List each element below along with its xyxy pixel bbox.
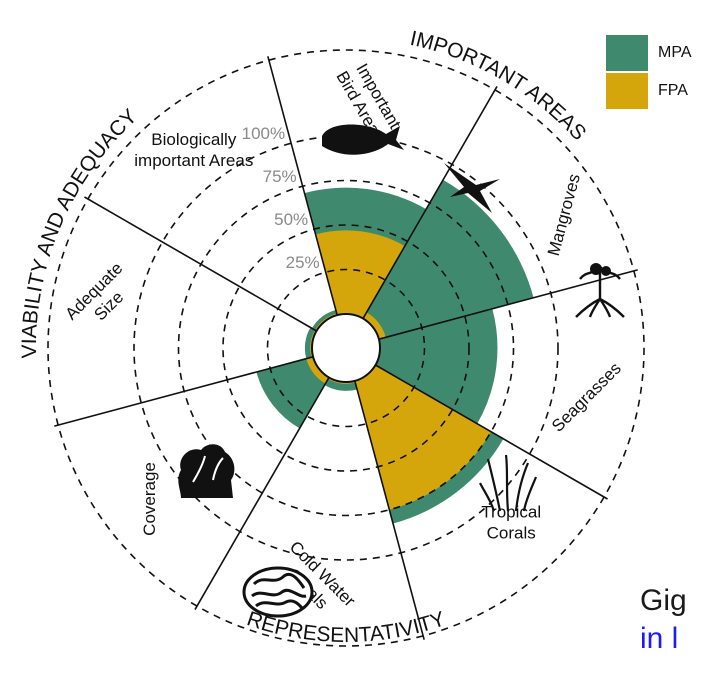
bar-fpa-important-bird-areas bbox=[315, 230, 405, 319]
sector-label-seagrasses: Seagrasses bbox=[548, 359, 625, 436]
sector-label-line: Biologically bbox=[151, 130, 237, 149]
seagrass-icon bbox=[479, 454, 538, 512]
sector-dividers bbox=[54, 56, 638, 640]
tick-label-3: 75% bbox=[263, 167, 297, 186]
sector-label-line: Mangroves bbox=[544, 172, 584, 258]
bar-fpa-tropical-corals bbox=[354, 365, 492, 510]
sector-label-coverage: Coverage bbox=[140, 462, 159, 536]
sector-label-line: Corals bbox=[487, 524, 536, 543]
center-hub bbox=[311, 313, 381, 383]
grid-ring-3 bbox=[177, 179, 515, 517]
legend-label-fpa: FPA bbox=[658, 82, 688, 99]
tick-label-1: 25% bbox=[286, 253, 320, 272]
legend-item-fpa: FPA bbox=[606, 72, 691, 110]
grid-ring-1 bbox=[266, 268, 426, 428]
legend-item-mpa: MPA bbox=[606, 34, 691, 72]
divider-0 bbox=[84, 196, 317, 332]
cold-coral-icon bbox=[178, 444, 235, 498]
cropped-link-text[interactable]: in l bbox=[640, 622, 679, 655]
divider-3 bbox=[378, 269, 638, 340]
sector-label-mangroves: Mangroves bbox=[544, 172, 584, 258]
tick-label-4: 100% bbox=[242, 124, 285, 143]
bird-icon bbox=[444, 163, 500, 213]
coral-icon bbox=[242, 566, 314, 618]
bar-fpa-mangroves bbox=[363, 312, 386, 340]
sector-label-line: important Areas bbox=[134, 151, 253, 170]
legend-swatch-mpa bbox=[606, 35, 648, 71]
whale-icon bbox=[322, 124, 404, 155]
bar-mpa-seagrasses bbox=[375, 308, 498, 424]
grid-rings: 25% 50% 75% 100% bbox=[47, 49, 645, 647]
bar-mpa-mangroves bbox=[363, 179, 534, 340]
sector-label-biologically-important-areas: Biologically important Areas bbox=[134, 130, 253, 170]
divider-7 bbox=[54, 356, 314, 427]
legend: MPA FPA bbox=[606, 34, 691, 110]
divider-5 bbox=[354, 380, 425, 640]
sector-label-line: Seagrasses bbox=[548, 359, 625, 436]
sector-label-tropical-corals: Tropical Corals bbox=[481, 503, 541, 543]
divider-2 bbox=[362, 86, 498, 319]
bar-mpa-coverage bbox=[256, 356, 329, 429]
cropped-caption-text: Gig bbox=[640, 584, 687, 617]
group-label-viability-and-adequacy: VIABILITY AND ADEQUACY bbox=[18, 105, 142, 359]
sector-label-line: Tropical bbox=[481, 503, 541, 522]
legend-label-mpa: MPA bbox=[658, 44, 692, 61]
bar-fpa-coverage bbox=[306, 356, 329, 384]
tick-label-2: 50% bbox=[274, 210, 308, 229]
legend-swatch-fpa bbox=[606, 73, 648, 109]
divider-6 bbox=[194, 377, 330, 610]
divider-1 bbox=[267, 56, 338, 316]
sector-bars bbox=[256, 179, 534, 524]
divider-4 bbox=[375, 364, 608, 500]
grid-ring-2 bbox=[222, 224, 470, 472]
outer-ring bbox=[47, 49, 645, 647]
group-label-important-areas: IMPORTANT AREAS bbox=[408, 27, 590, 145]
sector-label-line: Coverage bbox=[140, 462, 159, 536]
grid-ring-4 bbox=[133, 135, 559, 561]
sector-icons bbox=[178, 124, 625, 618]
mangrove-icon bbox=[575, 263, 625, 318]
